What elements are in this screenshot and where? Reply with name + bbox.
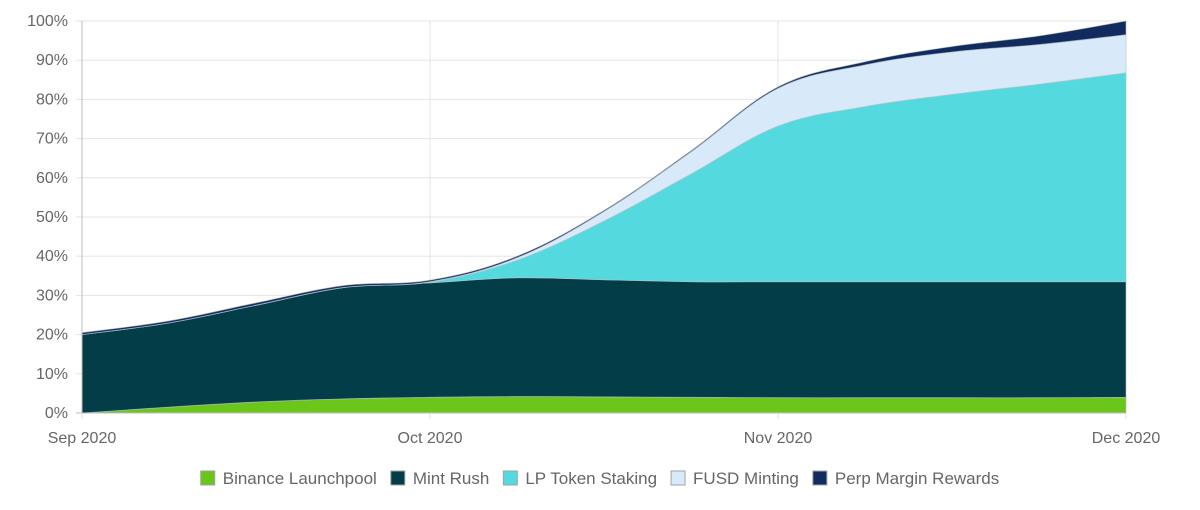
area-mint-rush bbox=[81, 277, 1127, 414]
y-tick-label: 50% bbox=[36, 209, 68, 226]
legend-swatch bbox=[390, 470, 406, 486]
legend-swatch bbox=[670, 470, 686, 486]
y-tick-label: 0% bbox=[45, 405, 68, 422]
legend-item-binance-launchpool: Binance Launchpool bbox=[200, 469, 377, 488]
legend-item-lp-token-staking: LP Token Staking bbox=[502, 469, 657, 488]
area-perp-margin-rewards bbox=[81, 20, 1127, 336]
legend: Binance Launchpool Mint Rush LP Token Stak… bbox=[200, 469, 999, 488]
legend-swatch bbox=[812, 470, 828, 486]
legend-label: Mint Rush bbox=[413, 469, 490, 488]
x-tick-label: Dec 2020 bbox=[1092, 430, 1161, 447]
x-tick-label: Sep 2020 bbox=[48, 430, 117, 447]
legend-item-mint-rush: Mint Rush bbox=[390, 469, 490, 488]
y-tick-label: 70% bbox=[36, 131, 68, 148]
legend-label: Perp Margin Rewards bbox=[835, 469, 999, 488]
y-tick-label: 10% bbox=[36, 366, 68, 383]
y-tick-label: 90% bbox=[36, 52, 68, 69]
axes: 0% 10% 20% 30% 40% 50% 60% 70% 80% 90% 100% Sep 202… bbox=[27, 13, 1160, 447]
legend-swatch bbox=[200, 470, 216, 486]
legend-swatch bbox=[502, 470, 518, 486]
y-tick-label: 30% bbox=[36, 287, 68, 304]
legend-label: Binance Launchpool bbox=[223, 469, 377, 488]
y-tick-label: 20% bbox=[36, 327, 68, 344]
legend-label: FUSD Minting bbox=[693, 469, 799, 488]
x-tick-label: Nov 2020 bbox=[744, 430, 813, 447]
y-tick-label: 60% bbox=[36, 170, 68, 187]
x-tick-label: Oct 2020 bbox=[398, 430, 463, 447]
legend-label: LP Token Staking bbox=[525, 469, 657, 488]
y-tick-label: 80% bbox=[36, 91, 68, 108]
legend-item-perp-margin-rewards: Perp Margin Rewards bbox=[812, 469, 999, 488]
legend-item-fusd-minting: FUSD Minting bbox=[670, 469, 799, 488]
y-tick-label: 40% bbox=[36, 248, 68, 265]
series-areas bbox=[81, 20, 1127, 414]
y-tick-label: 100% bbox=[27, 13, 68, 30]
